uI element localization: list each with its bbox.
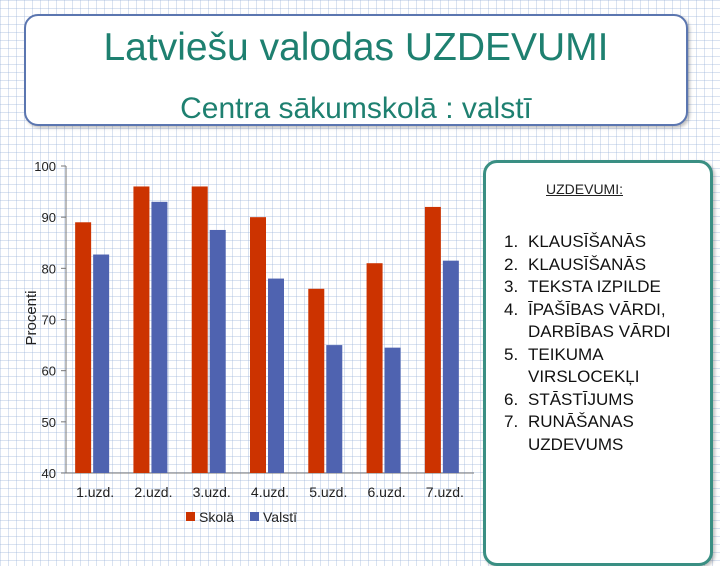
task-item: 7. RUNĀŠANAS UZDEVUMS — [504, 411, 704, 456]
task-item: 1. KLAUSĪŠANĀS — [504, 231, 704, 254]
page-subtitle: Centra sākumskolā : valstī — [180, 92, 532, 125]
bar-skola-5 — [308, 288, 325, 473]
x-tick-label: 2.uzd. — [134, 484, 172, 500]
task-label: ĪPAŠĪBAS VĀRDI, DARBĪBAS VĀRDI — [528, 299, 671, 342]
task-number: 3. — [504, 277, 519, 296]
y-tick-label: 80 — [42, 261, 56, 276]
x-tick-labels: 1.uzd. 2.uzd. 3.uzd. 4.uzd. 5.uzd. 6.uzd. 7.uz… — [76, 484, 464, 500]
x-tick-label: 5.uzd. — [309, 484, 347, 500]
bar-skola-4 — [250, 217, 266, 473]
y-tick-label: 100 — [34, 159, 56, 174]
bar-valsti-4 — [268, 278, 284, 473]
title-box: Latviešu valodas UZDEVUMI Centra sākumsk… — [24, 14, 688, 126]
y-tick-labels: 40 50 60 70 80 90 100 — [34, 159, 56, 481]
bar-skola-7 — [424, 206, 441, 473]
legend-label: Valstī — [263, 509, 297, 525]
chart-legend: Skolā Valstī — [186, 509, 297, 525]
legend-swatch — [250, 512, 259, 521]
y-tick-label: 50 — [42, 415, 56, 430]
task-label: TEIKUMA VIRSLOCEKĻI — [528, 344, 640, 387]
task-list: 1. KLAUSĪŠANĀS 2. KLAUSĪŠANĀS 3. TEKSTA IZP… — [504, 231, 704, 456]
task-label: TEKSTA IZPILDE — [528, 277, 661, 296]
task-item: 3. TEKSTA IZPILDE — [504, 276, 704, 299]
task-number: 2. — [504, 254, 519, 274]
task-number: 7. — [504, 412, 519, 431]
y-tick-label: 90 — [42, 210, 56, 225]
task-number: 4. — [504, 299, 519, 319]
task-number: 5. — [504, 344, 519, 364]
task-list-box: UZDEVUMI: 1. KLAUSĪŠANĀS 2. KLAUSĪŠANĀS 3.… — [483, 160, 713, 566]
task-label: KLAUSĪŠANĀS — [528, 232, 647, 251]
bar-skola-1 — [75, 222, 92, 473]
task-label: KLAUSĪŠANĀS — [528, 254, 647, 274]
task-label: RUNĀŠANAS UZDEVUMS — [528, 412, 634, 454]
x-tick-label: 4.uzd. — [251, 484, 289, 500]
task-item: 5. TEIKUMA VIRSLOCEKĻI — [504, 344, 704, 389]
y-tick-label: 40 — [42, 466, 56, 481]
bar-chart: 40 50 60 70 80 90 100 1.uzd. 2.uzd. 3.uzd. 4.uzd.… — [23, 159, 474, 525]
x-tick-label: 7.uzd. — [426, 484, 464, 500]
x-tick-label: 3.uzd. — [193, 484, 231, 500]
legend-swatch — [186, 512, 195, 521]
page-title: Latviešu valodas UZDEVUMI — [103, 26, 609, 69]
bar-valsti-2 — [151, 201, 168, 474]
task-label: STĀSTĪJUMS — [528, 389, 634, 409]
bar-skola-2 — [133, 186, 150, 473]
task-list-heading: UZDEVUMI: — [546, 181, 623, 197]
y-axis-label: Procenti — [23, 290, 40, 345]
bar-skola-6 — [366, 263, 383, 473]
x-tick-label: 6.uzd. — [368, 484, 406, 500]
chart-bars — [75, 186, 459, 474]
bar-valsti-1 — [93, 254, 110, 473]
task-number: 1. — [504, 232, 519, 251]
task-number: 6. — [504, 389, 519, 409]
y-tick-label: 70 — [42, 313, 56, 328]
bar-valsti-6 — [384, 347, 401, 473]
bar-valsti-3 — [209, 229, 226, 473]
bar-valsti-7 — [442, 260, 459, 473]
y-tick-label: 60 — [42, 364, 56, 379]
task-item: 4. ĪPAŠĪBAS VĀRDI, DARBĪBAS VĀRDI — [504, 299, 704, 344]
x-tick-label: 1.uzd. — [76, 484, 114, 500]
task-item: 2. KLAUSĪŠANĀS — [504, 254, 704, 277]
chart-axes — [61, 165, 474, 474]
task-item: 6. STĀSTĪJUMS — [504, 389, 704, 412]
bar-valsti-5 — [326, 345, 343, 473]
legend-label: Skolā — [199, 509, 234, 525]
bar-skola-3 — [191, 186, 208, 473]
